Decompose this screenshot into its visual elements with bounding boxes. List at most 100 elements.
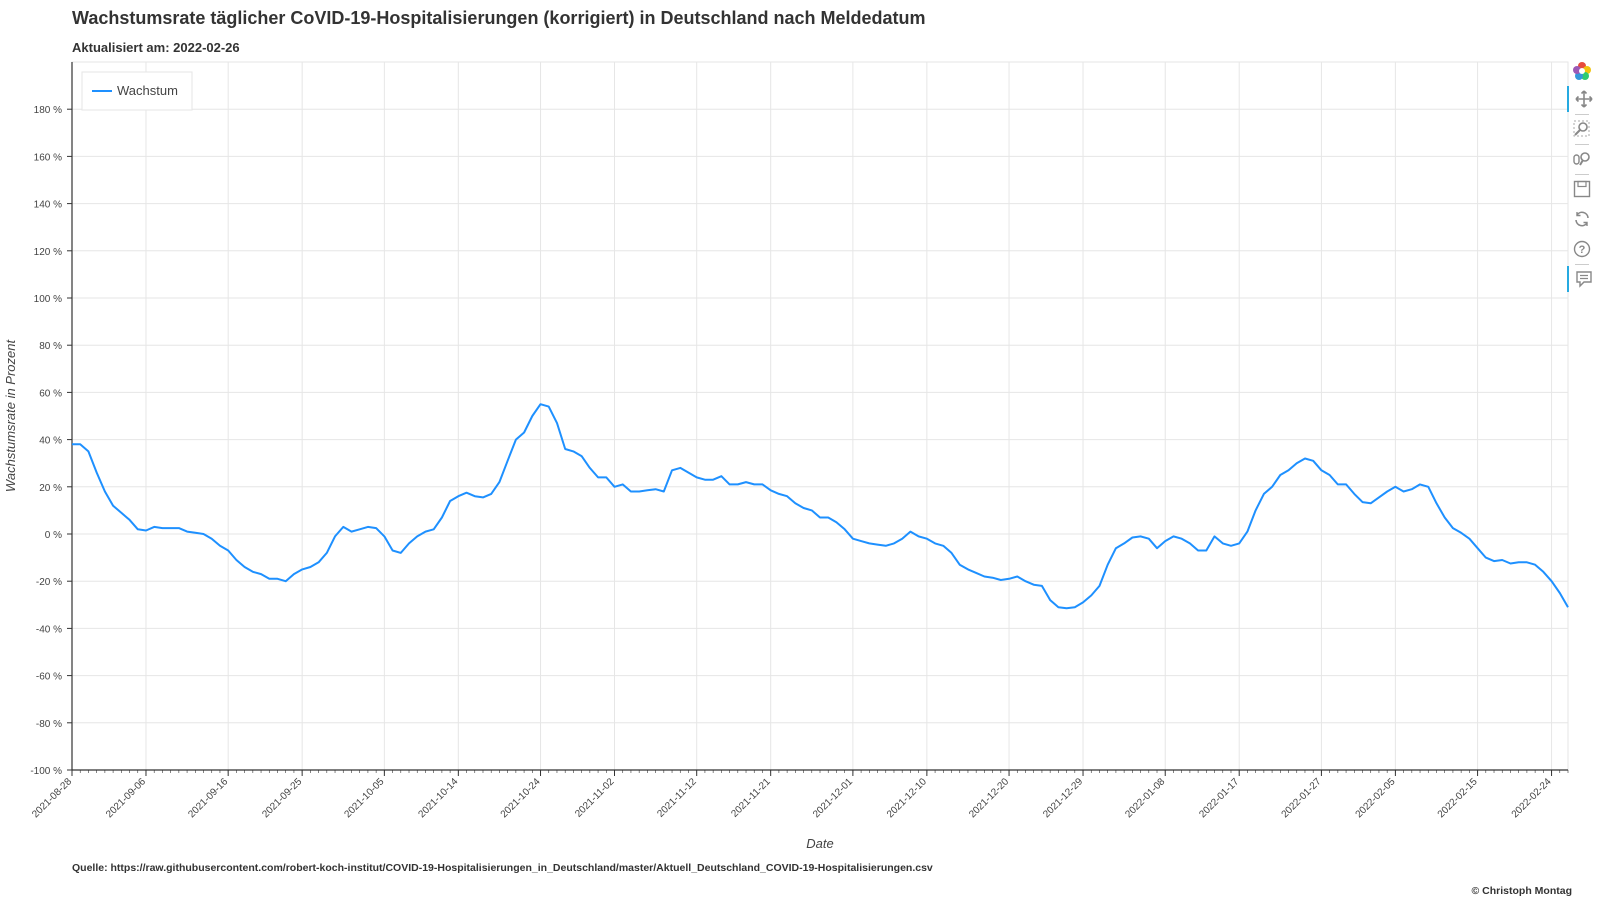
- data-point[interactable]: [1475, 545, 1481, 551]
- data-point[interactable]: [1269, 484, 1275, 490]
- data-point[interactable]: [521, 430, 527, 436]
- data-point[interactable]: [381, 533, 387, 539]
- data-point[interactable]: [85, 448, 91, 454]
- help-tool[interactable]: ?: [1567, 236, 1597, 262]
- data-point[interactable]: [102, 489, 108, 495]
- data-point[interactable]: [1253, 507, 1259, 513]
- pan-tool[interactable]: [1567, 86, 1599, 112]
- data-point[interactable]: [595, 474, 601, 480]
- data-point[interactable]: [192, 530, 198, 536]
- data-point[interactable]: [1310, 458, 1316, 464]
- data-point[interactable]: [825, 515, 831, 521]
- data-point[interactable]: [644, 487, 650, 493]
- data-point[interactable]: [77, 441, 83, 447]
- data-point[interactable]: [1483, 555, 1489, 561]
- data-point[interactable]: [751, 481, 757, 487]
- data-point[interactable]: [809, 507, 815, 513]
- data-point[interactable]: [702, 477, 708, 483]
- data-point[interactable]: [176, 525, 182, 531]
- data-point[interactable]: [579, 453, 585, 459]
- data-point[interactable]: [1508, 561, 1514, 567]
- data-point[interactable]: [266, 576, 272, 582]
- data-point[interactable]: [1064, 605, 1070, 611]
- data-point[interactable]: [1499, 557, 1505, 563]
- data-point[interactable]: [842, 526, 848, 532]
- data-point[interactable]: [628, 489, 634, 495]
- data-point[interactable]: [866, 540, 872, 546]
- data-point[interactable]: [916, 533, 922, 539]
- data-point[interactable]: [1113, 545, 1119, 551]
- data-point[interactable]: [110, 503, 116, 509]
- data-point[interactable]: [1516, 559, 1522, 565]
- data-point[interactable]: [414, 533, 420, 539]
- data-point[interactable]: [743, 479, 749, 485]
- data-point[interactable]: [340, 524, 346, 530]
- data-point[interactable]: [151, 524, 157, 530]
- data-point[interactable]: [932, 540, 938, 546]
- data-point[interactable]: [168, 525, 174, 531]
- data-point[interactable]: [390, 548, 396, 554]
- data-point[interactable]: [1146, 536, 1152, 542]
- data-point[interactable]: [998, 577, 1004, 583]
- data-point[interactable]: [554, 420, 560, 426]
- data-point[interactable]: [439, 515, 445, 521]
- data-point[interactable]: [1055, 604, 1061, 610]
- data-point[interactable]: [899, 536, 905, 542]
- data-point[interactable]: [1368, 500, 1374, 506]
- data-point[interactable]: [472, 493, 478, 499]
- data-point[interactable]: [1491, 558, 1497, 564]
- data-point[interactable]: [957, 562, 963, 568]
- data-point[interactable]: [891, 540, 897, 546]
- data-point[interactable]: [135, 526, 141, 532]
- data-point[interactable]: [965, 566, 971, 572]
- data-point[interactable]: [94, 470, 100, 476]
- data-point[interactable]: [349, 529, 355, 535]
- data-point[interactable]: [447, 498, 453, 504]
- data-point[interactable]: [316, 559, 322, 565]
- bokeh-logo-icon[interactable]: [1567, 58, 1597, 84]
- data-point[interactable]: [1129, 535, 1135, 541]
- data-point[interactable]: [1425, 484, 1431, 490]
- data-point[interactable]: [1392, 484, 1398, 490]
- data-point[interactable]: [1261, 491, 1267, 497]
- data-point[interactable]: [1327, 472, 1333, 478]
- data-point[interactable]: [1212, 533, 1218, 539]
- data-point[interactable]: [883, 543, 889, 549]
- data-point[interactable]: [1006, 576, 1012, 582]
- data-point[interactable]: [924, 536, 930, 542]
- data-point[interactable]: [1549, 578, 1555, 584]
- data-point[interactable]: [1540, 569, 1546, 575]
- data-point[interactable]: [875, 542, 881, 548]
- data-point[interactable]: [710, 477, 716, 483]
- data-point[interactable]: [1376, 494, 1382, 500]
- data-point[interactable]: [1047, 597, 1053, 603]
- data-point[interactable]: [118, 510, 124, 516]
- data-point[interactable]: [1088, 592, 1094, 598]
- data-point[interactable]: [324, 550, 330, 556]
- data-point[interactable]: [283, 578, 289, 584]
- data-point[interactable]: [1532, 562, 1538, 568]
- data-point[interactable]: [143, 528, 149, 534]
- plot-area[interactable]: [71, 61, 1569, 771]
- data-point[interactable]: [981, 574, 987, 580]
- data-point[interactable]: [1203, 548, 1209, 554]
- data-point[interactable]: [850, 536, 856, 542]
- data-point[interactable]: [562, 446, 568, 452]
- data-point[interactable]: [159, 525, 165, 531]
- data-point[interactable]: [480, 494, 486, 500]
- data-point[interactable]: [1195, 548, 1201, 554]
- data-point[interactable]: [1466, 536, 1472, 542]
- data-point[interactable]: [332, 533, 338, 539]
- data-point[interactable]: [225, 548, 231, 554]
- data-point[interactable]: [1179, 536, 1185, 542]
- data-point[interactable]: [669, 467, 675, 473]
- data-point[interactable]: [1343, 481, 1349, 487]
- data-point[interactable]: [817, 515, 823, 521]
- data-point[interactable]: [201, 531, 207, 537]
- data-point[interactable]: [990, 575, 996, 581]
- data-point[interactable]: [1286, 467, 1292, 473]
- data-point[interactable]: [858, 538, 864, 544]
- data-point[interactable]: [1524, 559, 1530, 565]
- save-tool[interactable]: [1567, 176, 1597, 202]
- data-point[interactable]: [365, 524, 371, 530]
